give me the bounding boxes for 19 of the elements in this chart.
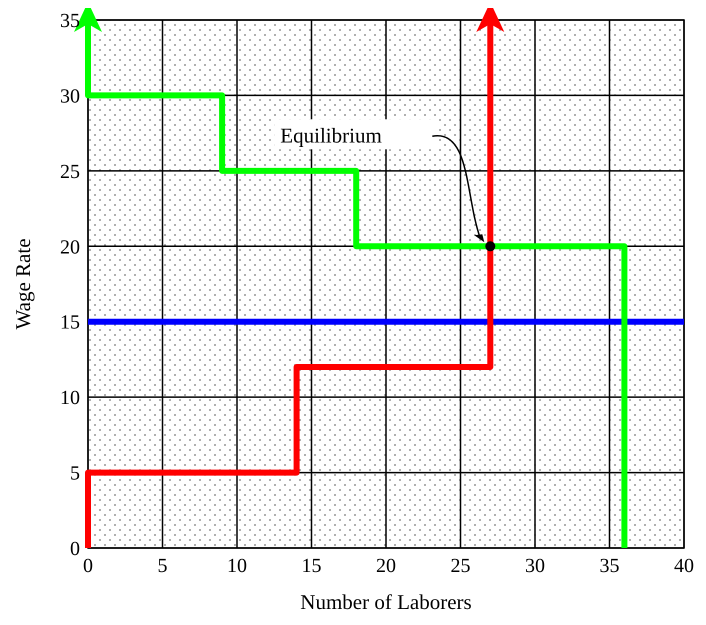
x-tick-label: 15 (302, 555, 322, 577)
y-tick-label: 30 (60, 85, 80, 108)
y-tick-label: 25 (60, 160, 80, 183)
x-tick-label: 5 (158, 555, 168, 577)
x-tick-label: 20 (376, 555, 396, 577)
y-tick-label: 0 (70, 538, 80, 560)
y-tick-label: 20 (60, 236, 80, 258)
y-axis-title: Wage Rate (11, 238, 35, 330)
y-tick-label: 10 (60, 387, 80, 410)
x-tick-label: 30 (525, 555, 545, 577)
x-tick-label: 25 (450, 555, 470, 577)
x-tick-label: 40 (674, 555, 694, 577)
x-axis-title: Number of Laborers (300, 590, 472, 614)
x-tick-label: 35 (600, 555, 620, 577)
annotation: Equilibrium (280, 123, 382, 148)
y-tick-label: 35 (60, 10, 80, 32)
x-tick-label: 10 (227, 555, 247, 577)
y-tick-label: 15 (60, 312, 80, 334)
y-tick-label: 5 (70, 462, 80, 485)
